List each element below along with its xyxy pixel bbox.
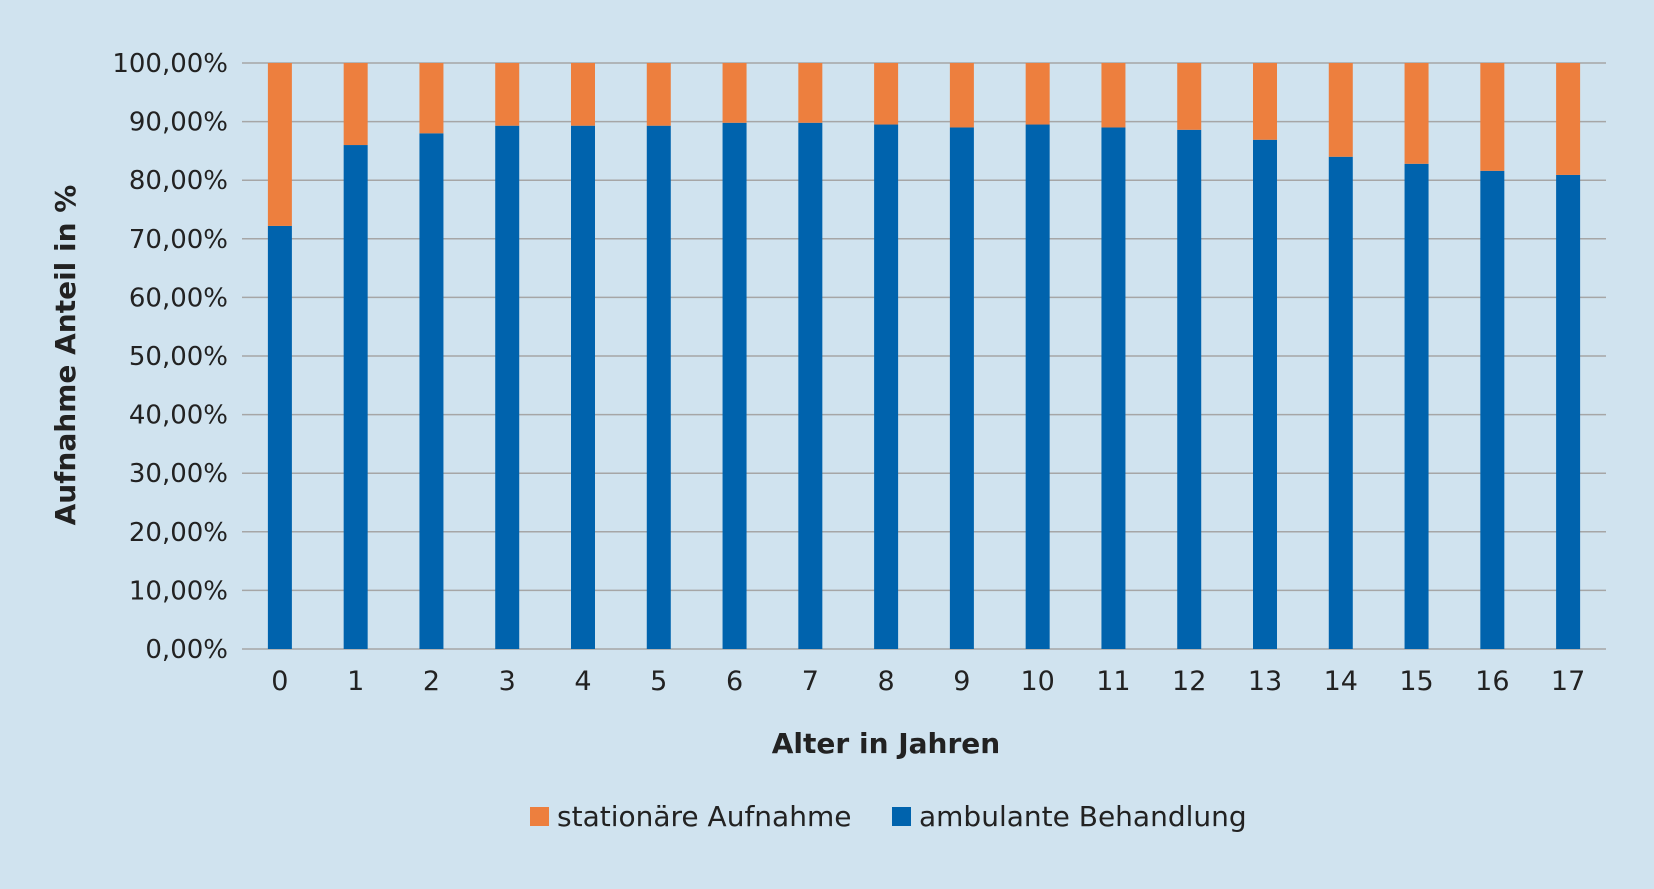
bar-ambulante-17 <box>1556 174 1581 649</box>
y-tick-label: 20,00% <box>129 518 228 548</box>
x-tick-label: 6 <box>726 666 743 697</box>
x-tick-label: 0 <box>271 666 288 697</box>
bar-stationaere-0 <box>267 63 292 226</box>
y-tick-label: 0,00% <box>145 635 228 665</box>
bar-ambulante-8 <box>874 124 899 649</box>
bar-ambulante-12 <box>1177 129 1202 649</box>
x-tick-label: 12 <box>1172 666 1206 697</box>
bar-stationaere-12 <box>1177 63 1202 130</box>
bar-stationaere-10 <box>1025 63 1050 125</box>
legend-swatch <box>892 807 911 826</box>
bar-stationaere-4 <box>571 63 595 126</box>
bar-ambulante-3 <box>495 125 520 649</box>
y-tick-label: 10,00% <box>129 576 228 606</box>
bar-stationaere-17 <box>1556 63 1581 175</box>
x-tick-label: 1 <box>347 666 364 697</box>
bar-stationaere-5 <box>646 63 671 126</box>
x-tick-label: 15 <box>1399 666 1433 697</box>
x-tick-label: 8 <box>878 666 895 697</box>
bar-ambulante-7 <box>798 122 823 650</box>
bar-stationaere-11 <box>1101 63 1126 128</box>
x-tick-label: 14 <box>1324 666 1358 697</box>
legend: stationäre Aufnahme ambulante Behandlung <box>530 800 1247 833</box>
bar-stationaere-9 <box>949 63 974 128</box>
bar-ambulante-10 <box>1025 124 1050 649</box>
bar-ambulante-1 <box>343 145 368 650</box>
bar-stationaere-13 <box>1253 63 1277 140</box>
x-tick-label: 13 <box>1248 666 1282 697</box>
bars <box>267 63 1581 650</box>
bar-ambulante-6 <box>722 122 747 650</box>
bar-stationaere-8 <box>874 63 899 125</box>
bar-ambulante-9 <box>949 127 974 649</box>
bar-ambulante-4 <box>571 125 595 649</box>
legend-swatch <box>530 807 549 826</box>
bar-stationaere-7 <box>798 63 823 123</box>
x-tick-label: 2 <box>423 666 440 697</box>
bar-ambulante-11 <box>1101 127 1126 649</box>
y-tick-label: 90,00% <box>129 108 228 138</box>
x-axis-ticks: 0 1 2 3 4 5 6 7 8 9 10 11 12 13 14 15 16 17 <box>271 666 1585 697</box>
x-tick-label: 7 <box>802 666 819 697</box>
bar-stationaere-1 <box>343 63 368 146</box>
x-tick-label: 16 <box>1475 666 1509 697</box>
bar-stationaere-15 <box>1404 63 1429 164</box>
x-tick-label: 17 <box>1551 666 1585 697</box>
bar-stationaere-14 <box>1328 63 1353 157</box>
x-tick-label: 3 <box>499 666 516 697</box>
x-tick-label: 5 <box>650 666 667 697</box>
y-tick-label: 50,00% <box>129 342 228 372</box>
bar-ambulante-5 <box>646 125 671 649</box>
y-tick-label: 30,00% <box>129 459 228 489</box>
bar-ambulante-14 <box>1328 156 1353 649</box>
bar-stationaere-6 <box>722 63 747 123</box>
x-tick-label: 11 <box>1096 666 1130 697</box>
x-axis-title: Alter in Jahren <box>772 727 1000 760</box>
legend-label: ambulante Behandlung <box>919 800 1247 833</box>
y-tick-label: 70,00% <box>129 225 228 255</box>
y-tick-label: 80,00% <box>129 166 228 196</box>
bar-stationaere-16 <box>1480 63 1505 171</box>
bar-stationaere-2 <box>419 63 444 134</box>
x-tick-label: 9 <box>953 666 970 697</box>
bar-ambulante-2 <box>419 133 444 649</box>
y-tick-label: 40,00% <box>129 401 228 431</box>
y-axis-ticks: 0,00% 10,00% 20,00% 30,00% 40,00% 50,00% 60,00… <box>112 49 228 665</box>
bar-ambulante-13 <box>1253 139 1277 650</box>
x-tick-label: 4 <box>574 666 591 697</box>
y-tick-label: 60,00% <box>129 283 228 313</box>
bar-ambulante-15 <box>1404 163 1429 650</box>
y-axis-title: Aufnahme Anteil in % <box>49 185 82 526</box>
bar-ambulante-16 <box>1480 170 1505 649</box>
x-tick-label: 10 <box>1020 666 1054 697</box>
bar-ambulante-0 <box>267 225 292 649</box>
bar-stationaere-3 <box>495 63 520 126</box>
gridlines <box>242 62 1606 650</box>
y-tick-label: 100,00% <box>112 49 228 79</box>
legend-label: stationäre Aufnahme <box>557 800 851 833</box>
